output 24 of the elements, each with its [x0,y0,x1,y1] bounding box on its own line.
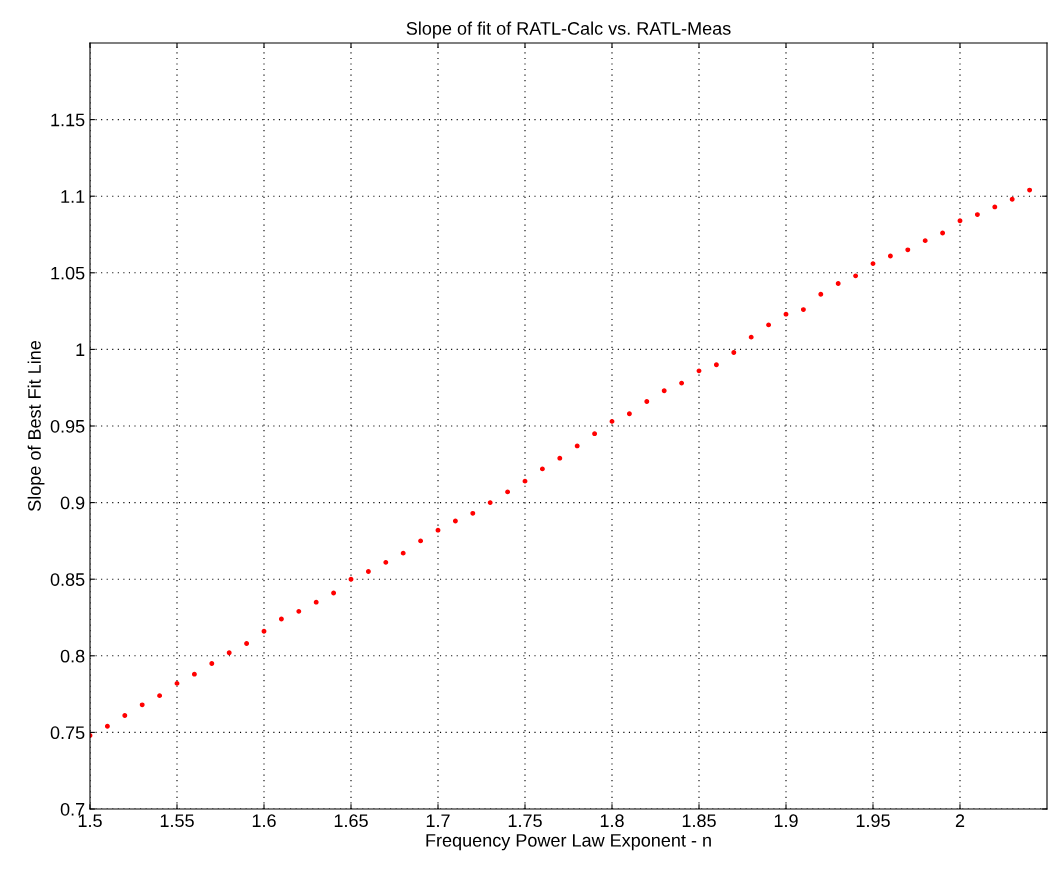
x-tick-label: 1.5 [78,814,102,828]
x-tick-label: 1.7 [426,814,450,827]
x-axis-title: Frequency Power Law Exponent - n [426,834,711,851]
y-tick-label: 0.7 [60,802,85,816]
x-tick-label: 1.8 [600,814,624,828]
x-tick-label: 1.75 [508,814,542,828]
y-tick-label: 1.05 [51,266,85,280]
y-tick-label: 1.15 [51,113,85,127]
chart-title: Slope of fit of RATL-Calc vs. RATL-Meas [406,21,731,39]
x-tick-label: 2 [955,814,965,827]
x-tick-label: 1.9 [774,814,798,828]
x-tick-label: 1.65 [334,814,368,828]
y-axis-title: Slope of Best Fit Line [27,340,45,511]
y-tick-label: 0.75 [50,726,85,740]
y-tick-label: 0.95 [50,419,85,433]
x-tick-label: 1.6 [252,814,276,828]
x-tick-label: 1.55 [160,814,194,828]
y-tick-label: 1.1 [61,190,85,203]
x-tick-label: 1.85 [682,814,716,828]
x-tick-label: 1.95 [856,814,890,828]
y-tick-label: 0.85 [50,573,85,586]
y-tick-label: 1 [76,343,85,356]
y-tick-label: 0.9 [60,496,85,510]
y-tick-label: 0.8 [60,649,85,663]
